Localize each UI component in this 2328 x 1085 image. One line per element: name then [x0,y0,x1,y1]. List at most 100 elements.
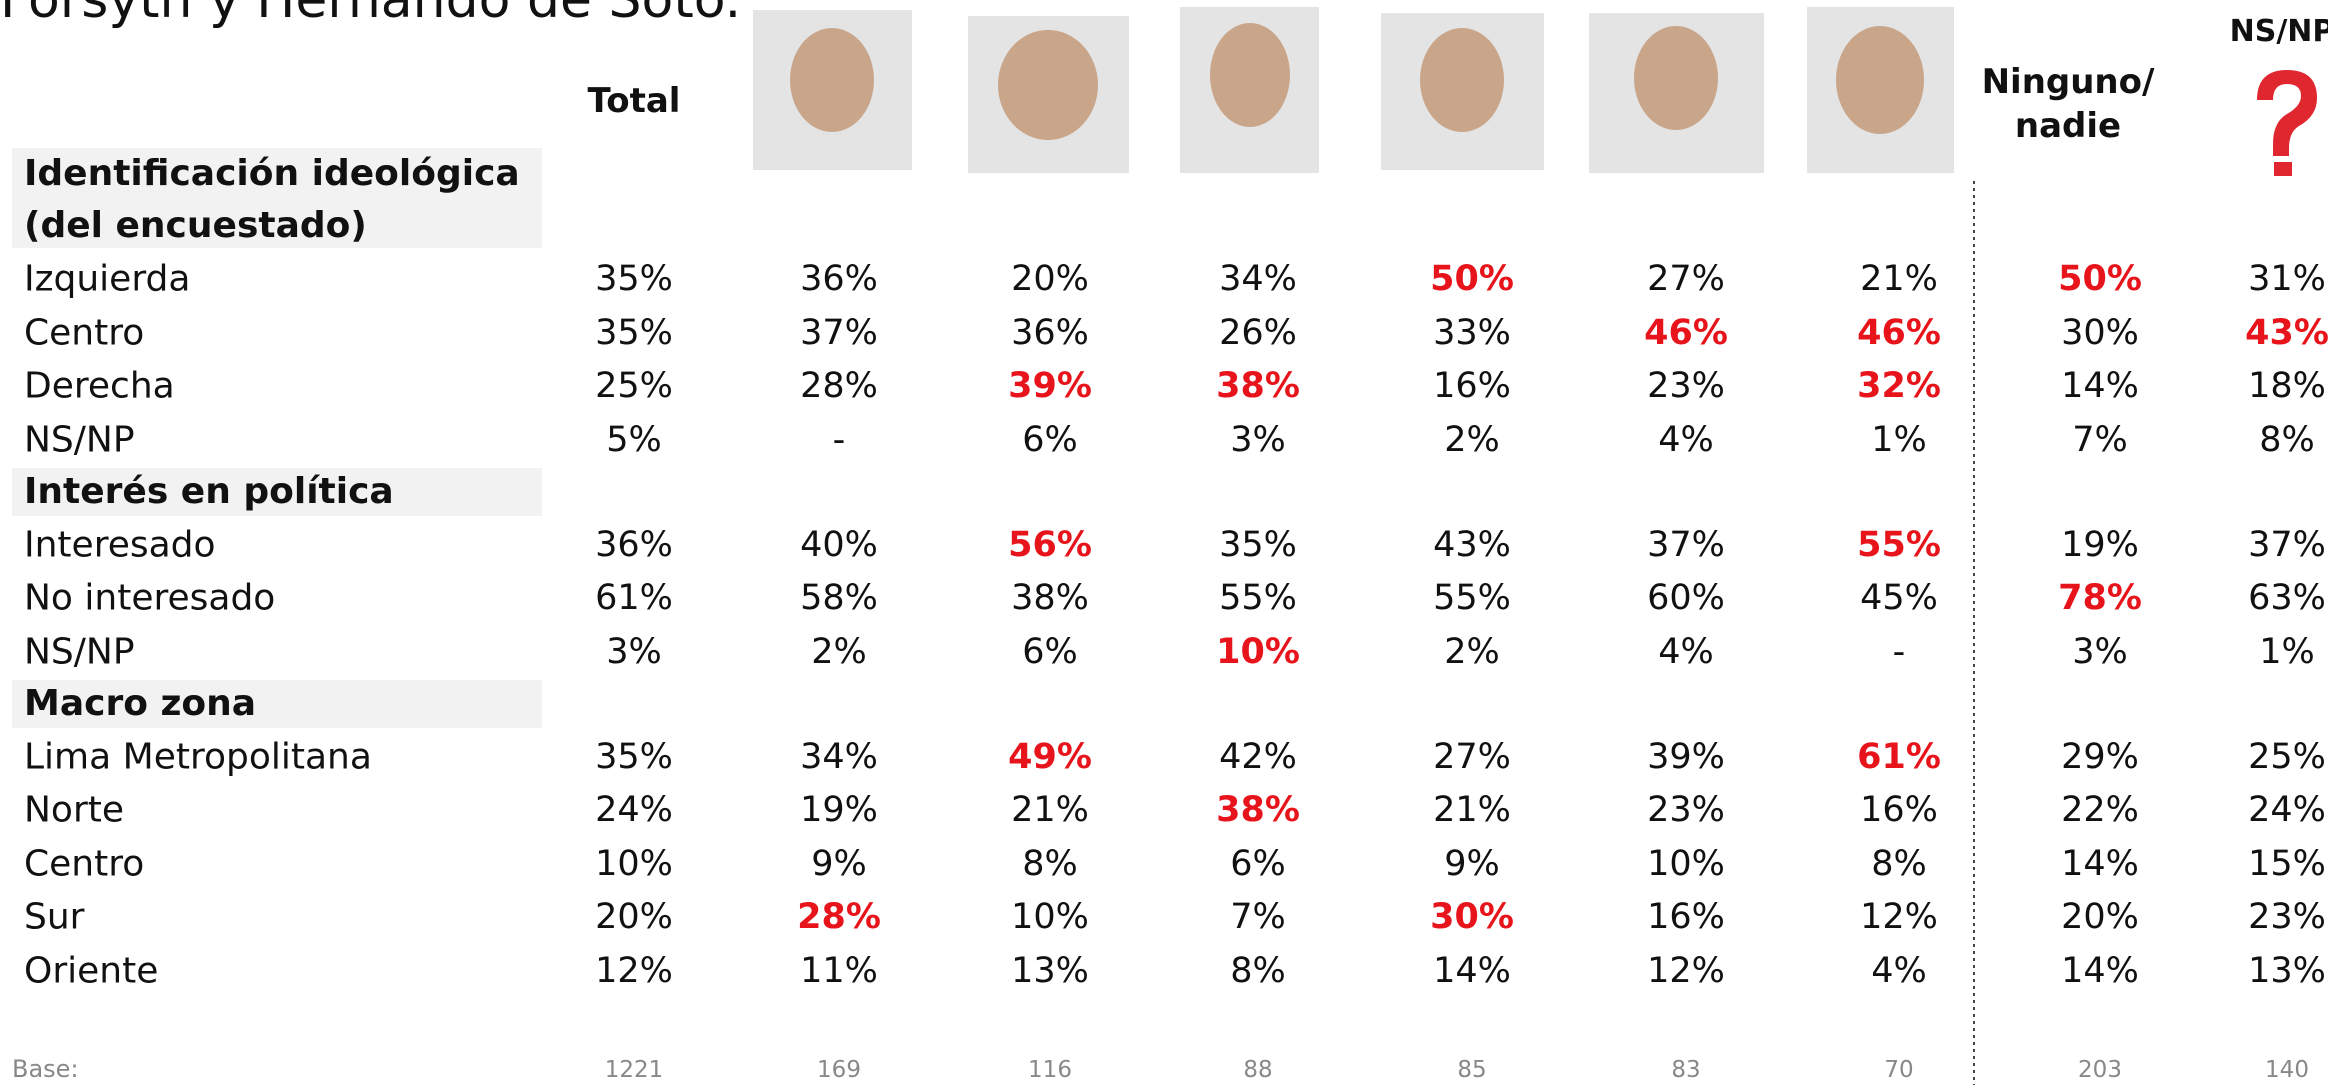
cell: 12% [595,950,673,991]
cell: 12% [1860,897,1938,937]
cell: 10% [1647,843,1725,884]
cell: 35% [595,736,673,777]
cell: 39% [1647,736,1725,777]
row-label: NS/NP [24,419,135,460]
cell: 55% [1857,524,1941,565]
cell: 36% [800,259,878,299]
cell: 19% [2061,524,2139,565]
cell: 5% [606,419,662,460]
cell: 14% [2061,950,2139,991]
section-title: Interés en política [24,470,394,512]
cell: 63% [2248,578,2326,618]
section-title: Identificación ideológica (del encuestad… [24,153,520,246]
cell: 60% [1647,578,1725,618]
cell: 11% [800,950,878,991]
cell: 16% [1647,897,1725,937]
cell: 23% [1647,366,1725,406]
cell: 38% [1011,578,1089,618]
cell: 10% [595,843,673,884]
cell: 38% [1216,366,1300,406]
cell: 8% [1230,950,1286,991]
cell: 45% [1860,578,1938,618]
cell: 2% [1444,631,1500,672]
base-value: 140 [2265,1057,2309,1083]
cell: 30% [2061,312,2139,353]
cell: 32% [1857,366,1941,406]
cell: 20% [595,897,673,937]
cell: 40% [800,524,878,565]
cell: 2% [1444,419,1500,460]
cell: 16% [1860,790,1938,830]
cell: 3% [2072,631,2128,672]
row-label: Interesado [24,524,216,565]
cell: 26% [1219,312,1297,353]
cell: 20% [1011,259,1089,299]
cell: 42% [1219,736,1297,777]
cell: 27% [1647,259,1725,299]
column-header: Ninguno/ nadie [1981,62,2155,146]
cell: 25% [595,366,673,406]
cell: 35% [595,259,673,299]
cell: 61% [1857,736,1941,777]
cell: 46% [1644,312,1728,353]
cell: 4% [1658,631,1714,672]
cell: 2% [811,631,867,672]
base-value: 85 [1457,1057,1487,1083]
row-label: Centro [24,843,145,884]
cell: 33% [1433,312,1511,353]
title-fragment: Forsyth y Hernando de Soto. [0,0,742,30]
cell: 8% [2259,419,2315,460]
cell: 19% [800,790,878,830]
cell: 6% [1230,843,1286,884]
row-label: Lima Metropolitana [24,736,372,777]
faces [790,23,1924,140]
cell: 58% [800,578,878,618]
cell: 43% [2245,312,2328,353]
cell: 15% [2248,843,2326,884]
cell: 21% [1860,259,1938,299]
cell: 1% [1871,419,1927,460]
cell: 56% [1008,524,1092,565]
cell: 8% [1022,843,1078,884]
cell: - [1892,631,1906,672]
base-value: 1221 [604,1057,664,1083]
base-value: 88 [1243,1057,1273,1083]
cell: 23% [1647,790,1725,830]
cell: 14% [2061,366,2139,406]
cell: 14% [2061,843,2139,884]
row-label: Oriente [24,950,159,991]
cell: 3% [1230,419,1286,460]
cell: 37% [800,312,878,353]
cell: 38% [1216,790,1300,830]
cell: 21% [1433,790,1511,830]
cell: 25% [2248,736,2326,777]
cell: 6% [1022,419,1078,460]
cell: 30% [1430,897,1514,937]
cell: 46% [1857,312,1941,353]
cell: 23% [2248,897,2326,937]
cell: 14% [1433,950,1511,991]
cell: 35% [1219,524,1297,565]
cell: 27% [1433,736,1511,777]
cell: 10% [1216,631,1300,672]
section-band [12,148,542,248]
section-band [12,679,542,728]
cell: 9% [811,843,867,884]
cell: 39% [1008,366,1092,406]
cell: 22% [2061,790,2139,830]
cell: 50% [1430,259,1514,299]
cell: 29% [2061,736,2139,777]
row-label: Norte [24,789,125,831]
cell: 61% [595,578,673,618]
row-label: No interesado [24,577,276,619]
section-title: Macro zona [24,682,257,724]
cell: 43% [1433,524,1511,565]
cell: 36% [1011,312,1089,353]
cell: 34% [800,736,878,777]
section-band [12,467,542,516]
cell: 7% [2072,419,2128,460]
cell: 37% [1647,524,1725,565]
row-label: NS/NP [24,631,135,672]
